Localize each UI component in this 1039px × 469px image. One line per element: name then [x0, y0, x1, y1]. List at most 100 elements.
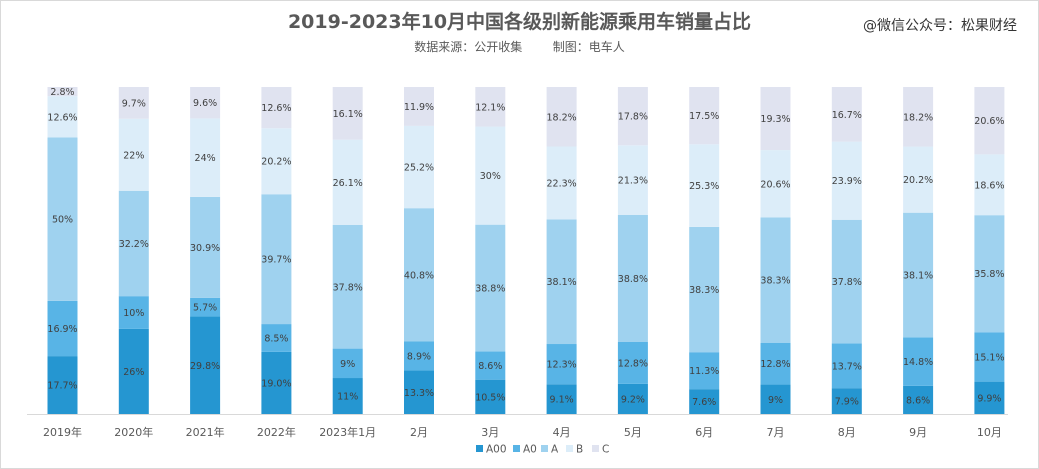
data-label-a00-10: 7.6% — [692, 397, 716, 408]
x-tick-label-14: 10月 — [977, 426, 1002, 439]
data-label-a00-14: 9.9% — [977, 393, 1001, 404]
bar-segment-a0-6 — [404, 341, 434, 371]
data-label-a0-12: 13.7% — [832, 361, 862, 372]
data-label-a-5: 37.8% — [333, 282, 363, 293]
chart-subtitle: 数据来源：公开收集 制图：电车人 — [414, 40, 625, 54]
data-label-a-7: 38.8% — [475, 284, 505, 295]
x-tick-label-10: 6月 — [695, 426, 713, 439]
bar-segment-a00-6 — [404, 370, 434, 414]
data-label-a-3: 30.9% — [190, 243, 220, 254]
data-label-a00-5: 11% — [337, 392, 358, 403]
data-label-a-6: 40.8% — [404, 270, 434, 281]
data-label-c-8: 18.2% — [547, 112, 577, 123]
data-label-a00-3: 29.8% — [190, 361, 220, 372]
data-label-a0-14: 15.1% — [974, 352, 1004, 363]
data-label-a00-9: 9.2% — [621, 394, 645, 405]
x-tick-label-13: 9月 — [909, 426, 927, 439]
bar-segment-c-4 — [261, 87, 292, 129]
bar-segment-a-6 — [404, 208, 434, 342]
bar-segment-c-3 — [190, 87, 221, 119]
data-label-a-13: 38.1% — [903, 271, 933, 282]
bar-segment-a-8 — [546, 219, 577, 345]
data-label-a-14: 35.8% — [974, 269, 1004, 280]
x-tick-label-3: 2021年 — [186, 425, 225, 439]
bar-segment-a0-8 — [546, 344, 577, 385]
data-label-a0-1: 16.9% — [47, 324, 77, 335]
bar-segment-a0-11 — [760, 342, 791, 385]
data-label-c-7: 12.1% — [475, 102, 505, 113]
bar-segment-a00-13 — [903, 385, 934, 414]
bar-segment-c-10 — [689, 87, 720, 145]
data-label-a-9: 38.8% — [618, 274, 648, 285]
legend-swatch-b — [566, 445, 573, 452]
data-label-a0-4: 8.5% — [264, 333, 288, 344]
bar-segment-a00-14 — [974, 381, 1005, 414]
bar-segment-c-1 — [47, 87, 78, 97]
data-label-c-10: 17.5% — [689, 111, 719, 122]
bar-segment-b-13 — [903, 146, 934, 213]
x-tick-label-11: 7月 — [767, 426, 785, 439]
bar-segment-a00-10 — [689, 389, 720, 414]
x-tick-label-6: 2月 — [410, 426, 428, 439]
bar-segment-b-9 — [617, 145, 648, 215]
bar-segment-a0-10 — [689, 352, 720, 390]
chart-title: 2019-2023年10月中国各级别新能源乘用车销量占比 — [287, 11, 752, 33]
data-label-a0-5: 9% — [340, 359, 355, 370]
legend-swatch-c — [592, 445, 599, 452]
data-label-a00-12: 7.9% — [835, 397, 859, 408]
data-label-a-1: 50% — [52, 215, 73, 226]
data-label-c-12: 16.7% — [832, 110, 862, 121]
legend-swatch-a00 — [476, 445, 483, 452]
data-label-b-4: 20.2% — [261, 157, 291, 168]
data-label-a0-8: 12.3% — [547, 360, 577, 371]
bar-segment-a0-3 — [190, 297, 221, 317]
bar-segment-c-9 — [617, 87, 648, 146]
bar-segment-c-7 — [475, 87, 506, 127]
bar-segment-a00-4 — [261, 351, 292, 414]
x-tick-label-5: 2023年1月 — [319, 425, 376, 439]
bar-segment-b-1 — [47, 96, 78, 138]
legend-label-c: C — [602, 444, 609, 456]
data-label-b-7: 30% — [480, 171, 501, 182]
bar-segment-b-12 — [831, 141, 862, 220]
data-label-a-4: 39.7% — [261, 255, 291, 266]
data-label-a-2: 32.2% — [119, 239, 149, 250]
bar-segment-a0-9 — [617, 341, 648, 384]
data-label-a-12: 37.8% — [832, 277, 862, 288]
data-label-a00-8: 9.1% — [550, 395, 574, 406]
bar-segment-a0-5 — [332, 348, 363, 379]
bar-segment-a0-7 — [475, 351, 506, 380]
data-label-a-10: 38.3% — [689, 285, 719, 296]
data-label-a00-1: 17.7% — [47, 381, 77, 392]
bar-segment-c-13 — [903, 87, 934, 147]
data-label-b-6: 25.2% — [404, 163, 434, 174]
bar-segment-c-5 — [332, 87, 363, 140]
bar-segment-a00-5 — [332, 378, 363, 414]
bar-segment-a0-13 — [903, 337, 934, 386]
bar-segment-b-2 — [118, 118, 149, 191]
data-label-c-6: 11.9% — [404, 102, 434, 113]
data-label-a00-4: 19.0% — [261, 378, 291, 389]
bar-segment-a00-9 — [617, 383, 648, 414]
bar-segment-a-3 — [190, 196, 221, 298]
bar-segment-c-2 — [118, 87, 149, 119]
bar-segment-b-11 — [760, 150, 791, 218]
bar-segment-a-7 — [475, 224, 506, 352]
data-label-c-11: 19.3% — [760, 114, 790, 125]
bar-segment-a00-2 — [118, 328, 149, 414]
data-label-a0-13: 14.8% — [903, 357, 933, 368]
data-label-c-5: 16.1% — [333, 109, 363, 120]
bar-segment-a0-12 — [831, 343, 862, 389]
bar-segment-a-14 — [974, 215, 1005, 333]
data-label-b-3: 24% — [195, 153, 216, 164]
data-label-a0-6: 8.9% — [407, 352, 431, 363]
data-label-b-9: 21.3% — [618, 176, 648, 187]
bar-segment-a-10 — [689, 226, 720, 353]
data-label-a0-10: 11.3% — [689, 366, 719, 377]
x-tick-label-8: 4月 — [553, 426, 571, 439]
legend-label-a: A — [551, 444, 559, 456]
data-label-b-11: 20.6% — [760, 179, 790, 190]
data-label-c-13: 18.2% — [903, 112, 933, 123]
